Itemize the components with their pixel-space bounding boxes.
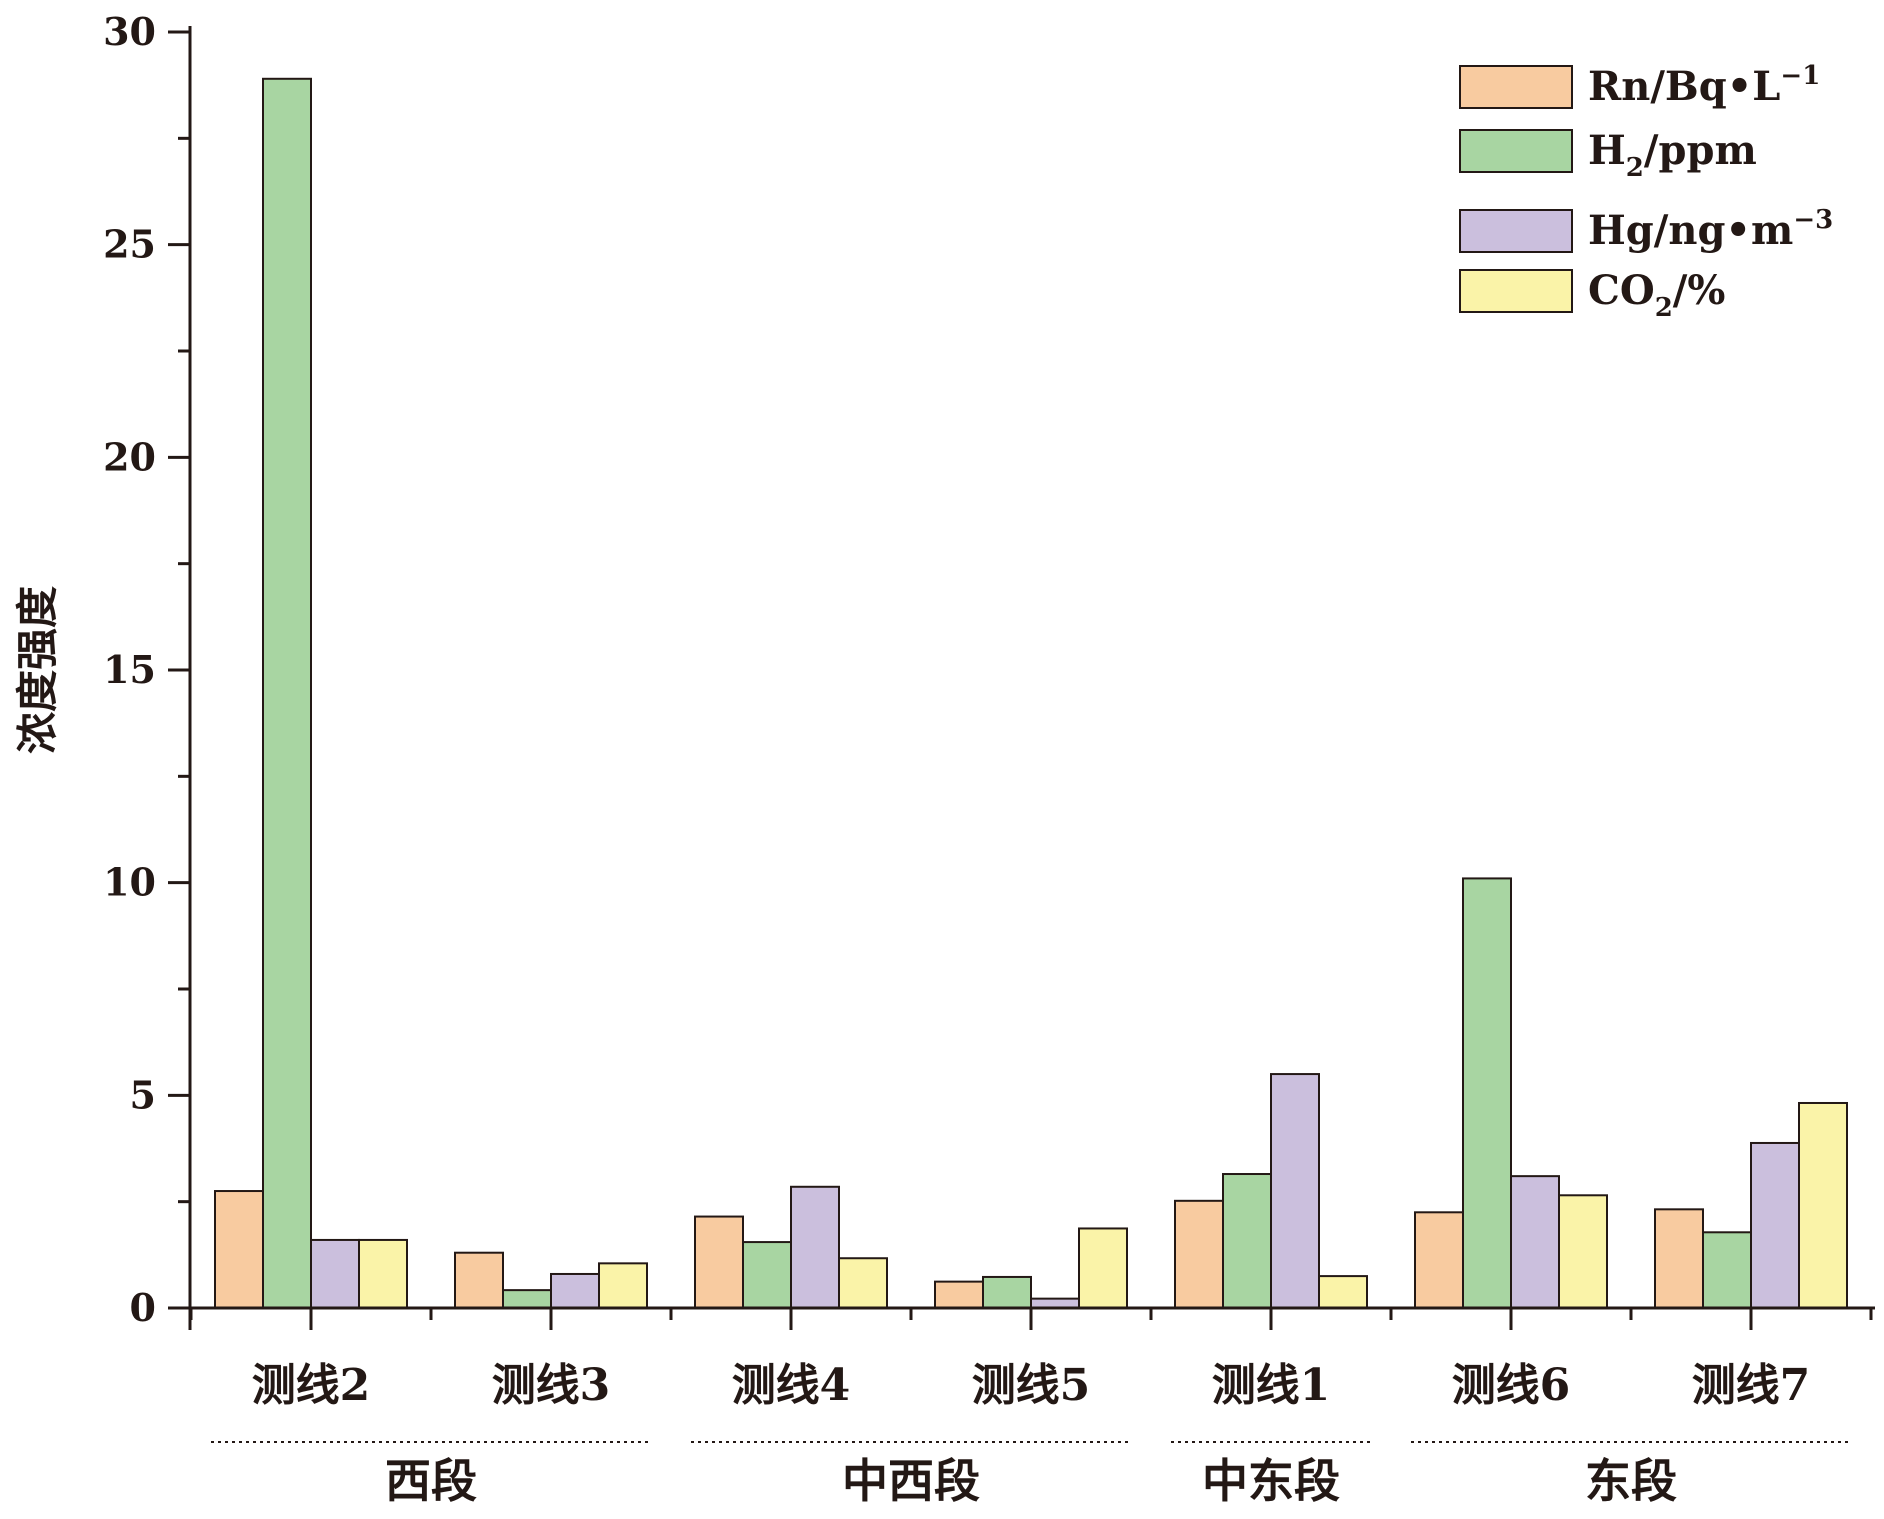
legend-swatch: [1459, 65, 1573, 109]
group-label: 东段: [1585, 1454, 1677, 1508]
axes-layer: [168, 26, 1875, 1443]
y-tick-label: 20: [103, 434, 156, 479]
bar-1-1: [214, 1190, 264, 1309]
x-tick-label: 测线6: [1452, 1360, 1571, 1411]
bar-3-7: [1750, 1141, 1800, 1310]
bar-4-3: [838, 1257, 888, 1309]
bar-1-5: [1174, 1199, 1224, 1310]
bar-1-2: [454, 1251, 504, 1309]
bar-2-5: [1222, 1173, 1272, 1310]
x-tick-label: 测线2: [252, 1360, 371, 1411]
bar-1-7: [1654, 1208, 1704, 1309]
bar-3-1: [310, 1238, 360, 1309]
x-tick-label: 测线7: [1692, 1360, 1811, 1411]
x-tick-label: 测线5: [972, 1360, 1091, 1411]
legend-swatch: [1459, 209, 1573, 253]
bar-3-6: [1510, 1175, 1560, 1309]
bar-2-6: [1462, 877, 1512, 1309]
legend-label: Hg/ng•m−3: [1588, 205, 1833, 254]
legend-swatch: [1459, 129, 1573, 173]
legend-label: CO2/%: [1588, 267, 1725, 323]
group-label: 中西段: [842, 1454, 980, 1508]
x-tick-label: 测线3: [492, 1360, 611, 1411]
legend: Rn/Bq•L−1 H2/ppm Hg/ng•m−3 CO2/%: [1459, 61, 1833, 323]
group-label: 中东段: [1202, 1454, 1340, 1508]
x-tick-label: 测线1: [1212, 1360, 1331, 1411]
bar-3-2: [550, 1272, 600, 1310]
bar-1-4: [934, 1280, 984, 1309]
bar-4-4: [1078, 1227, 1128, 1309]
y-tick-label: 0: [130, 1285, 156, 1330]
legend-swatch: [1459, 269, 1573, 313]
y-tick-label: 10: [103, 860, 156, 905]
labels-layer: 0 5 10 15 20 25 30 测线2 测线3 测线4 测线5 测线1 测线6 测线7 西段 中西段 中东…: [13, 9, 1810, 1508]
y-tick-label: 5: [130, 1072, 156, 1117]
bar-2-1: [262, 77, 312, 1310]
bar-4-5: [1318, 1275, 1368, 1309]
bar-1-3: [694, 1215, 744, 1310]
y-tick-label: 30: [103, 9, 156, 54]
group-label: 西段: [385, 1454, 477, 1508]
bar-2-7: [1702, 1231, 1752, 1309]
bar-4-2: [598, 1262, 648, 1309]
bar-1-6: [1414, 1211, 1464, 1310]
bar-2-3: [742, 1241, 792, 1310]
y-tick-label: 25: [103, 222, 156, 267]
bars-layer: [214, 77, 1848, 1310]
y-axis-label: 浓度强度: [13, 586, 62, 754]
bar-4-6: [1558, 1194, 1608, 1309]
bar-3-5: [1270, 1073, 1320, 1309]
bar-4-1: [358, 1238, 408, 1309]
bar-4-7: [1798, 1101, 1848, 1310]
legend-label: H2/ppm: [1588, 127, 1757, 183]
bar-3-3: [790, 1185, 840, 1310]
x-tick-label: 测线4: [732, 1360, 851, 1411]
legend-label: Rn/Bq•L−1: [1588, 61, 1820, 110]
bar-2-4: [982, 1275, 1032, 1310]
y-tick-label: 15: [103, 647, 156, 692]
bar-2-2: [502, 1289, 552, 1309]
